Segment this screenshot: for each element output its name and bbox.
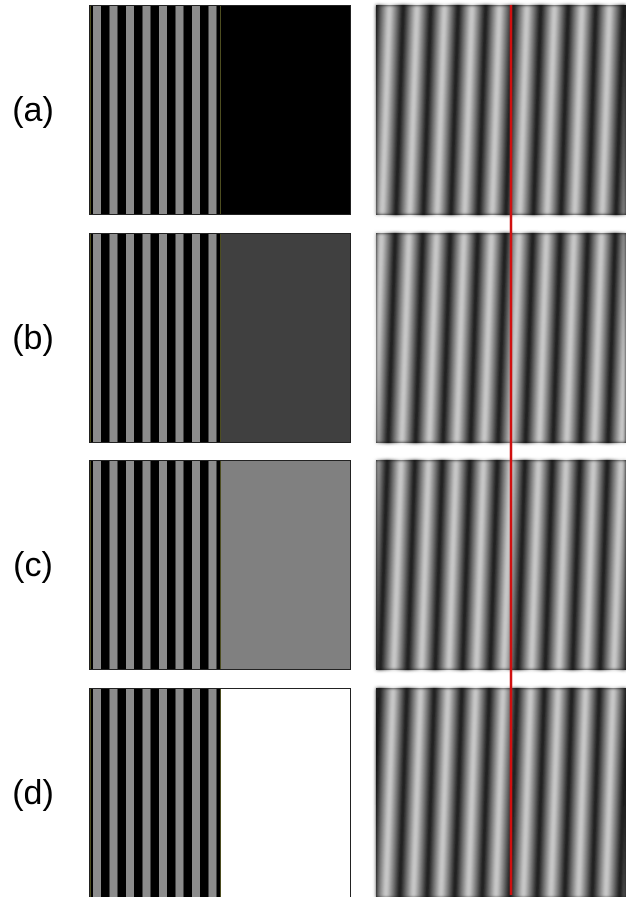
grating	[89, 460, 221, 670]
uniform-field	[221, 460, 351, 670]
fringes	[376, 233, 626, 443]
fringe-image	[376, 688, 626, 897]
panel-label: (d)	[12, 774, 54, 812]
uniform-field	[221, 688, 351, 897]
fringe-image	[376, 460, 626, 670]
fringes	[376, 688, 626, 897]
rows: (a) (b) (c) (d)	[12, 5, 626, 897]
uniform-field	[221, 5, 351, 215]
grating	[89, 688, 221, 897]
figure: (a) (b) (c) (d)	[0, 0, 626, 897]
fringes	[376, 5, 626, 215]
fringes	[376, 460, 626, 670]
fringe-image	[376, 5, 626, 215]
grating	[89, 233, 221, 443]
uniform-field	[221, 233, 351, 443]
panel-label: (a)	[12, 91, 54, 129]
grating	[89, 5, 221, 215]
panel-label: (b)	[12, 319, 54, 357]
fringe-image	[376, 233, 626, 443]
panel-label: (c)	[13, 546, 53, 584]
